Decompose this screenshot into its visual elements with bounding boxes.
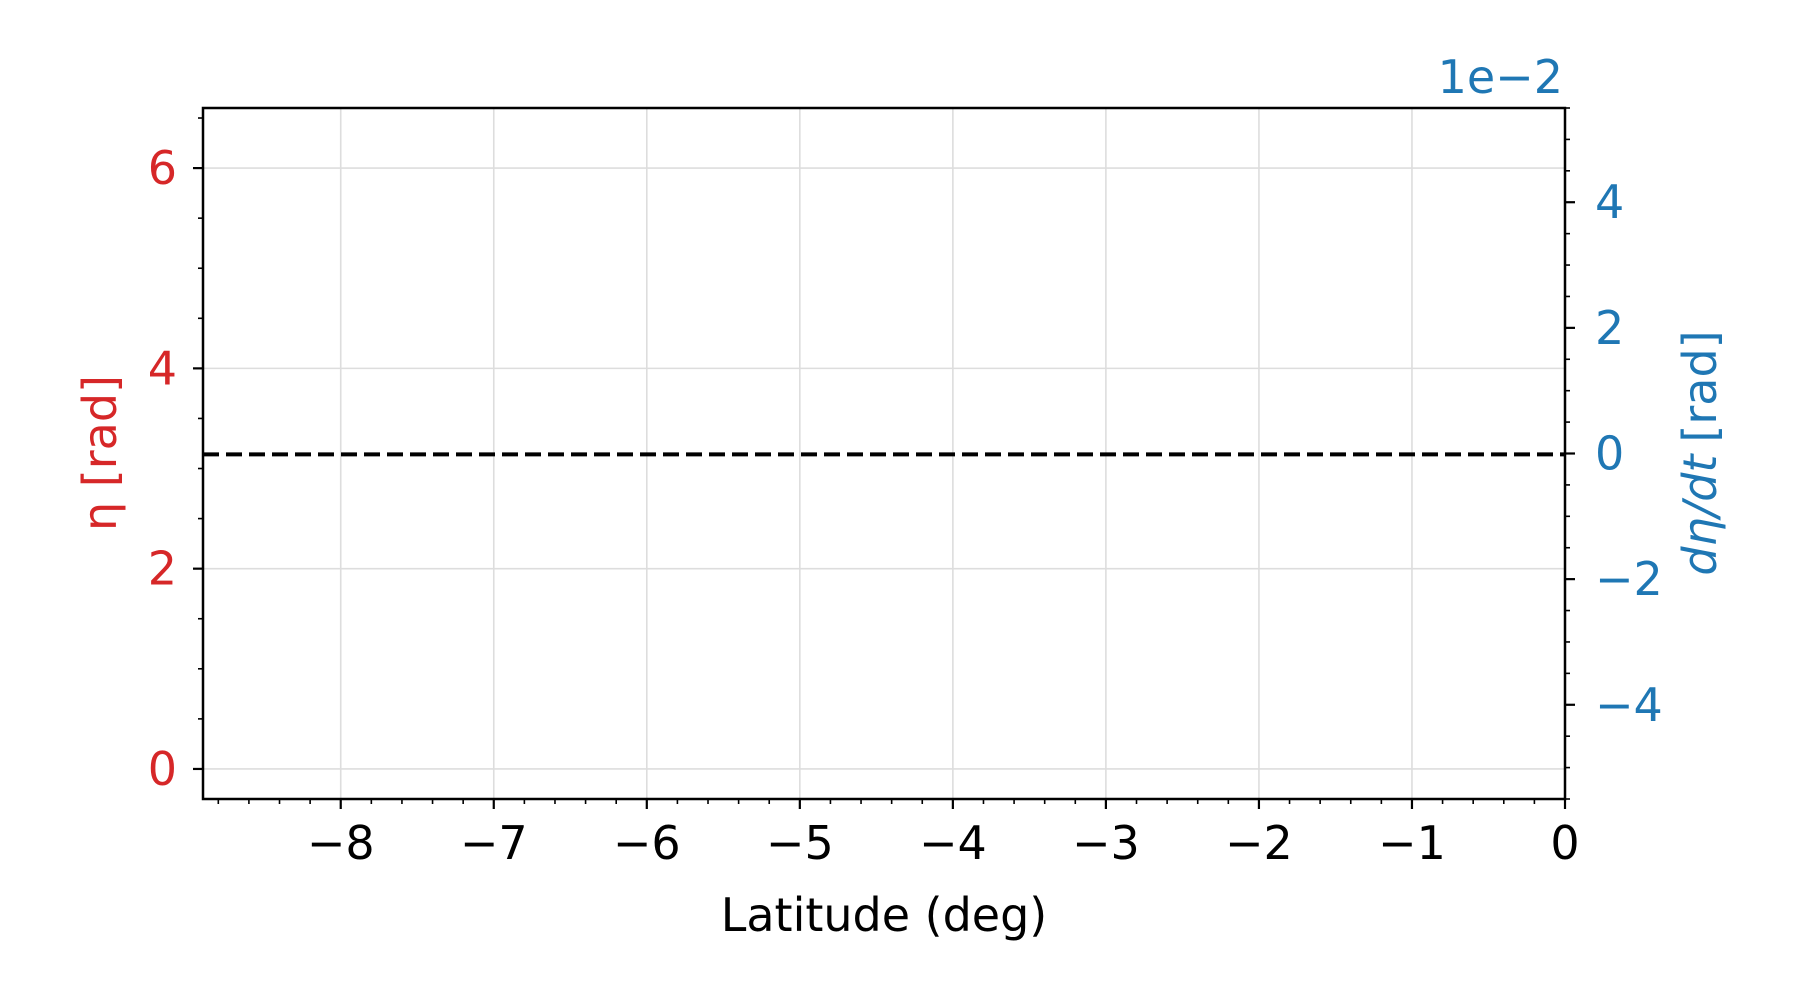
y-right-tick-label: 4: [1595, 175, 1624, 229]
x-tick-label: −3: [1072, 816, 1140, 870]
y-right-tick-label: −4: [1595, 678, 1663, 732]
y-right-tick-label: −2: [1595, 552, 1663, 606]
y-right-axis-label-var: dη/dt: [1673, 453, 1727, 576]
y-left-tick-label: 2: [148, 542, 177, 596]
right-axis-multiplier: 1e−2: [1438, 50, 1563, 104]
x-tick-label: −8: [307, 816, 375, 870]
x-tick-label: −7: [460, 816, 528, 870]
tick-layer: −8 −7 −6 −5 −4 −3 −2 −1 0 0 2 4 6 −4 −2 0 2 4: [148, 107, 1663, 870]
x-tick-label: −1: [1378, 816, 1446, 870]
y-left-axis-label: η [rad]: [73, 375, 127, 531]
label-layer: Latitude (deg) η [rad] dη/dt [rad] 1e−2: [73, 50, 1727, 942]
y-right-tick-label: 0: [1595, 427, 1624, 481]
y-right-tick-label: 2: [1595, 301, 1624, 355]
y-right-axis-label-unit: [rad]: [1673, 330, 1727, 442]
x-tick-label: −4: [919, 816, 987, 870]
y-left-tick-label: 0: [148, 742, 177, 796]
x-tick-label: −6: [613, 816, 681, 870]
x-axis-label: Latitude (deg): [721, 888, 1048, 942]
x-tick-label: 0: [1550, 816, 1579, 870]
y-right-axis-label: dη/dt [rad]: [1673, 330, 1727, 575]
x-tick-label: −2: [1225, 816, 1293, 870]
x-tick-label: −5: [766, 816, 834, 870]
y-left-tick-label: 4: [148, 341, 177, 395]
y-left-tick-label: 6: [148, 141, 177, 195]
